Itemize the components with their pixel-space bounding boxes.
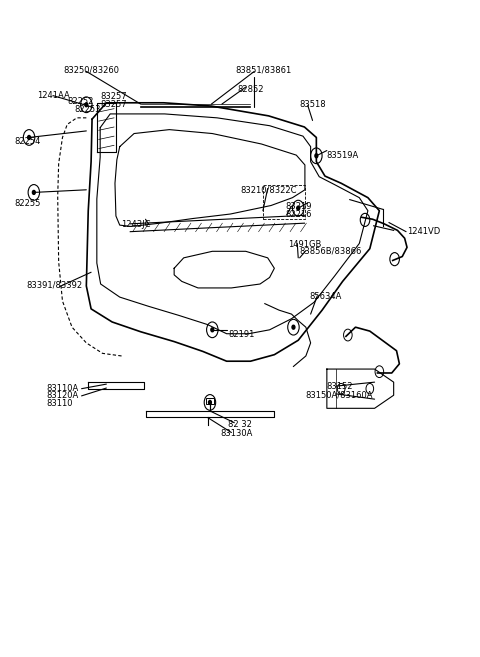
Circle shape [211,328,214,332]
Bar [263,185,305,219]
Text: 82216: 82216 [285,210,312,219]
Text: 82253: 82253 [74,106,101,114]
Bar [205,398,214,405]
Circle shape [85,102,88,106]
Circle shape [28,135,31,139]
Text: 1243JC: 1243JC [120,220,150,229]
Text: 83391/83392: 83391/83392 [26,281,83,290]
Text: 83250/83260: 83250/83260 [63,66,120,75]
Text: 82255: 82255 [15,199,41,208]
Circle shape [315,154,318,158]
Text: 83257: 83257 [101,100,127,108]
Text: 83219: 83219 [285,202,312,212]
Text: 1241VD: 1241VD [407,227,440,236]
Text: 1241AA: 1241AA [37,91,70,100]
Circle shape [297,206,300,210]
Text: 83851/83861: 83851/83861 [235,66,291,75]
Text: 83110A: 83110A [47,384,79,393]
Circle shape [208,401,211,405]
Text: 82191: 82191 [228,330,254,339]
Text: 1491GB: 1491GB [288,240,321,248]
Text: 83210/8322C: 83210/8322C [240,185,297,194]
Circle shape [292,325,295,329]
Text: 83152: 83152 [326,382,352,391]
Text: 83519A: 83519A [326,150,358,160]
Text: 83130A: 83130A [220,429,252,438]
Text: 82252: 82252 [67,97,94,106]
Text: 82 32: 82 32 [228,420,252,428]
Circle shape [33,191,35,194]
Text: 82852: 82852 [238,85,264,93]
Text: 83856B/83866: 83856B/83866 [300,247,362,256]
Text: 83150A/83160A: 83150A/83160A [306,390,373,399]
Text: 83518: 83518 [300,100,326,108]
Text: 83257: 83257 [101,93,127,101]
Text: 82254: 82254 [15,137,41,146]
Text: 83110: 83110 [47,399,73,407]
Text: 85634A: 85634A [309,292,342,301]
Text: 83120A: 83120A [47,392,79,400]
